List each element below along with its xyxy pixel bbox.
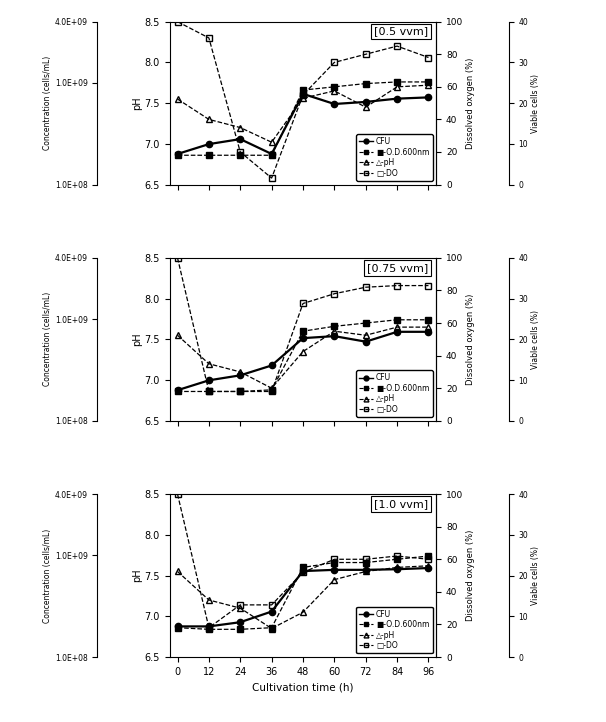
Legend: CFU, ■-O.D.600nm, △-pH, □-DO: CFU, ■-O.D.600nm, △-pH, □-DO <box>356 370 433 417</box>
X-axis label: Cultivation time (h): Cultivation time (h) <box>252 682 354 692</box>
Y-axis label: Concentration (cells/mL): Concentration (cells/mL) <box>43 529 52 622</box>
Y-axis label: Viable cells (%): Viable cells (%) <box>531 310 540 369</box>
Y-axis label: pH: pH <box>132 96 142 110</box>
Text: [1.0 vvm]: [1.0 vvm] <box>374 499 428 509</box>
Y-axis label: Dissolved oxygen (%): Dissolved oxygen (%) <box>466 294 475 385</box>
Y-axis label: pH: pH <box>132 569 142 583</box>
Y-axis label: Dissolved oxygen (%): Dissolved oxygen (%) <box>466 530 475 621</box>
Y-axis label: Concentration (cells/mL): Concentration (cells/mL) <box>43 292 52 386</box>
Text: [0.75 vvm]: [0.75 vvm] <box>367 263 428 273</box>
Y-axis label: Viable cells (%): Viable cells (%) <box>531 74 540 133</box>
Legend: CFU, ■-O.D.600nm, △-pH, □-DO: CFU, ■-O.D.600nm, △-pH, □-DO <box>356 134 433 180</box>
Text: [0.5 vvm]: [0.5 vvm] <box>374 27 428 37</box>
Y-axis label: Dissolved oxygen (%): Dissolved oxygen (%) <box>466 58 475 149</box>
Y-axis label: pH: pH <box>132 333 142 346</box>
Legend: CFU, ■-O.D.600nm, △-pH, □-DO: CFU, ■-O.D.600nm, △-pH, □-DO <box>356 606 433 653</box>
Y-axis label: Viable cells (%): Viable cells (%) <box>531 546 540 605</box>
Y-axis label: Concentration (cells/mL): Concentration (cells/mL) <box>43 56 52 150</box>
